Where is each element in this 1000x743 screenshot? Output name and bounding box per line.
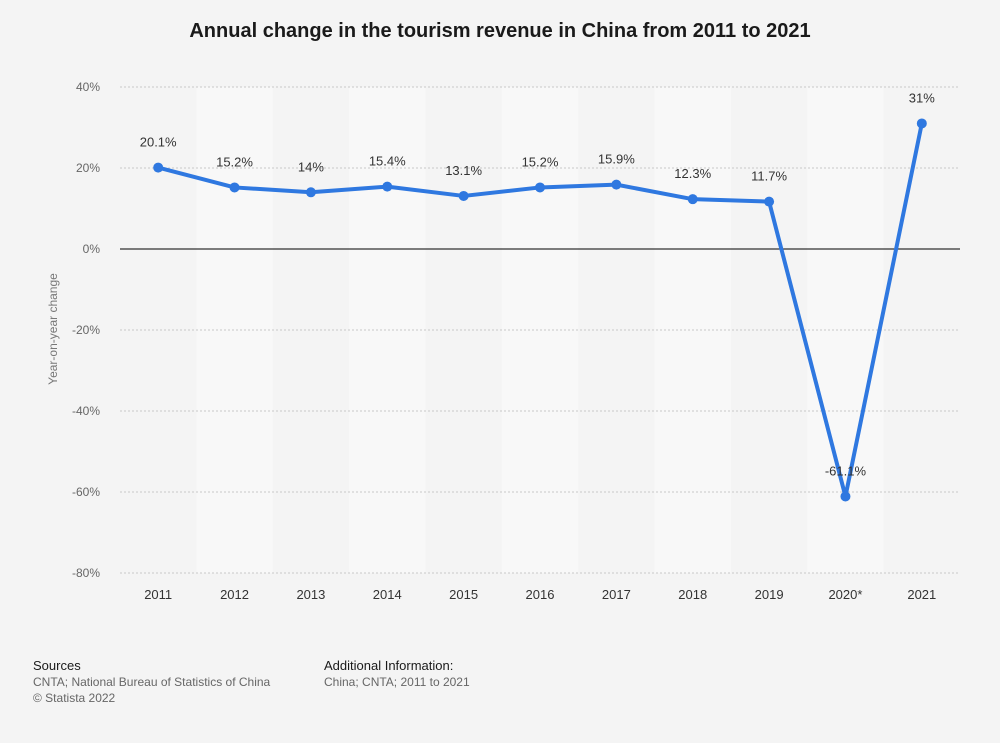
x-tick-label: 2015	[449, 587, 478, 602]
x-tick-label: 2014	[373, 587, 402, 602]
sources-heading: Sources	[33, 658, 81, 673]
sources-block: Sources CNTA; National Bureau of Statist…	[33, 658, 270, 706]
y-tick-label: 0%	[83, 242, 101, 256]
y-axis-label: Year-on-year change	[46, 273, 60, 385]
data-point	[382, 181, 393, 192]
data-label: 14%	[298, 159, 324, 174]
data-point	[840, 491, 851, 502]
x-tick-label: 2018	[678, 587, 707, 602]
data-point	[153, 162, 164, 173]
data-point	[305, 187, 316, 198]
x-tick-label: 2016	[526, 587, 555, 602]
data-label: 13.1%	[445, 163, 482, 178]
copyright-text: © Statista 2022	[33, 691, 116, 705]
x-tick-label: 2017	[602, 587, 631, 602]
data-point	[458, 190, 469, 201]
data-labels: 20.1% 15.2% 14% 15.4% 13.1% 15.2% 15.9% 12.3% 11…	[140, 90, 936, 478]
x-tick-label: 2019	[755, 587, 784, 602]
x-tick-label: 2021	[907, 587, 936, 602]
additional-info-block: Additional Information: China; CNTA; 201…	[324, 658, 470, 690]
y-tick-label: 20%	[76, 161, 100, 175]
data-label: 12.3%	[674, 166, 711, 181]
data-label: -61.1%	[825, 463, 867, 478]
data-label: 31%	[909, 90, 935, 105]
data-point	[535, 182, 545, 193]
y-axis-ticks: 40% 20% 0% -20% -40% -60% -80%	[72, 80, 100, 580]
data-point	[611, 179, 622, 190]
data-label: 15.9%	[598, 152, 635, 167]
sources-text: CNTA; National Bureau of Statistics of C…	[33, 675, 271, 689]
x-tick-label: 2011	[144, 587, 172, 602]
data-label: 11.7%	[751, 169, 787, 184]
data-point	[916, 118, 927, 129]
data-point	[687, 194, 698, 205]
y-tick-label: 40%	[76, 80, 100, 94]
x-tick-label: 2013	[296, 587, 325, 602]
chart-title: Annual change in the tourism revenue in …	[189, 20, 811, 42]
data-point	[764, 196, 775, 207]
grid-lines	[120, 86, 960, 574]
data-label: 15.4%	[369, 154, 406, 169]
data-point	[229, 182, 240, 193]
y-tick-label: -20%	[72, 323, 100, 337]
x-tick-label: 2020*	[828, 587, 862, 602]
line-chart: 40%20%0%-20%-40%-60%-80% 2011 2012 2013 201…	[46, 80, 960, 602]
x-axis-ticks: 2011 2012 2013 2014 2015 2016 2017 2018 2019 2020…	[144, 587, 936, 602]
additional-info-heading: Additional Information:	[324, 658, 454, 673]
y-tick-label: -80%	[72, 566, 100, 580]
data-label: 15.2%	[522, 154, 559, 169]
series-layer	[153, 118, 927, 502]
x-tick-label: 2012	[220, 587, 249, 602]
additional-info-text: China; CNTA; 2011 to 2021	[324, 675, 470, 689]
data-label: 20.1%	[140, 135, 177, 150]
data-label: 15.2%	[216, 154, 253, 169]
y-tick-label: -60%	[72, 485, 100, 499]
y-tick-label: -40%	[72, 404, 100, 418]
